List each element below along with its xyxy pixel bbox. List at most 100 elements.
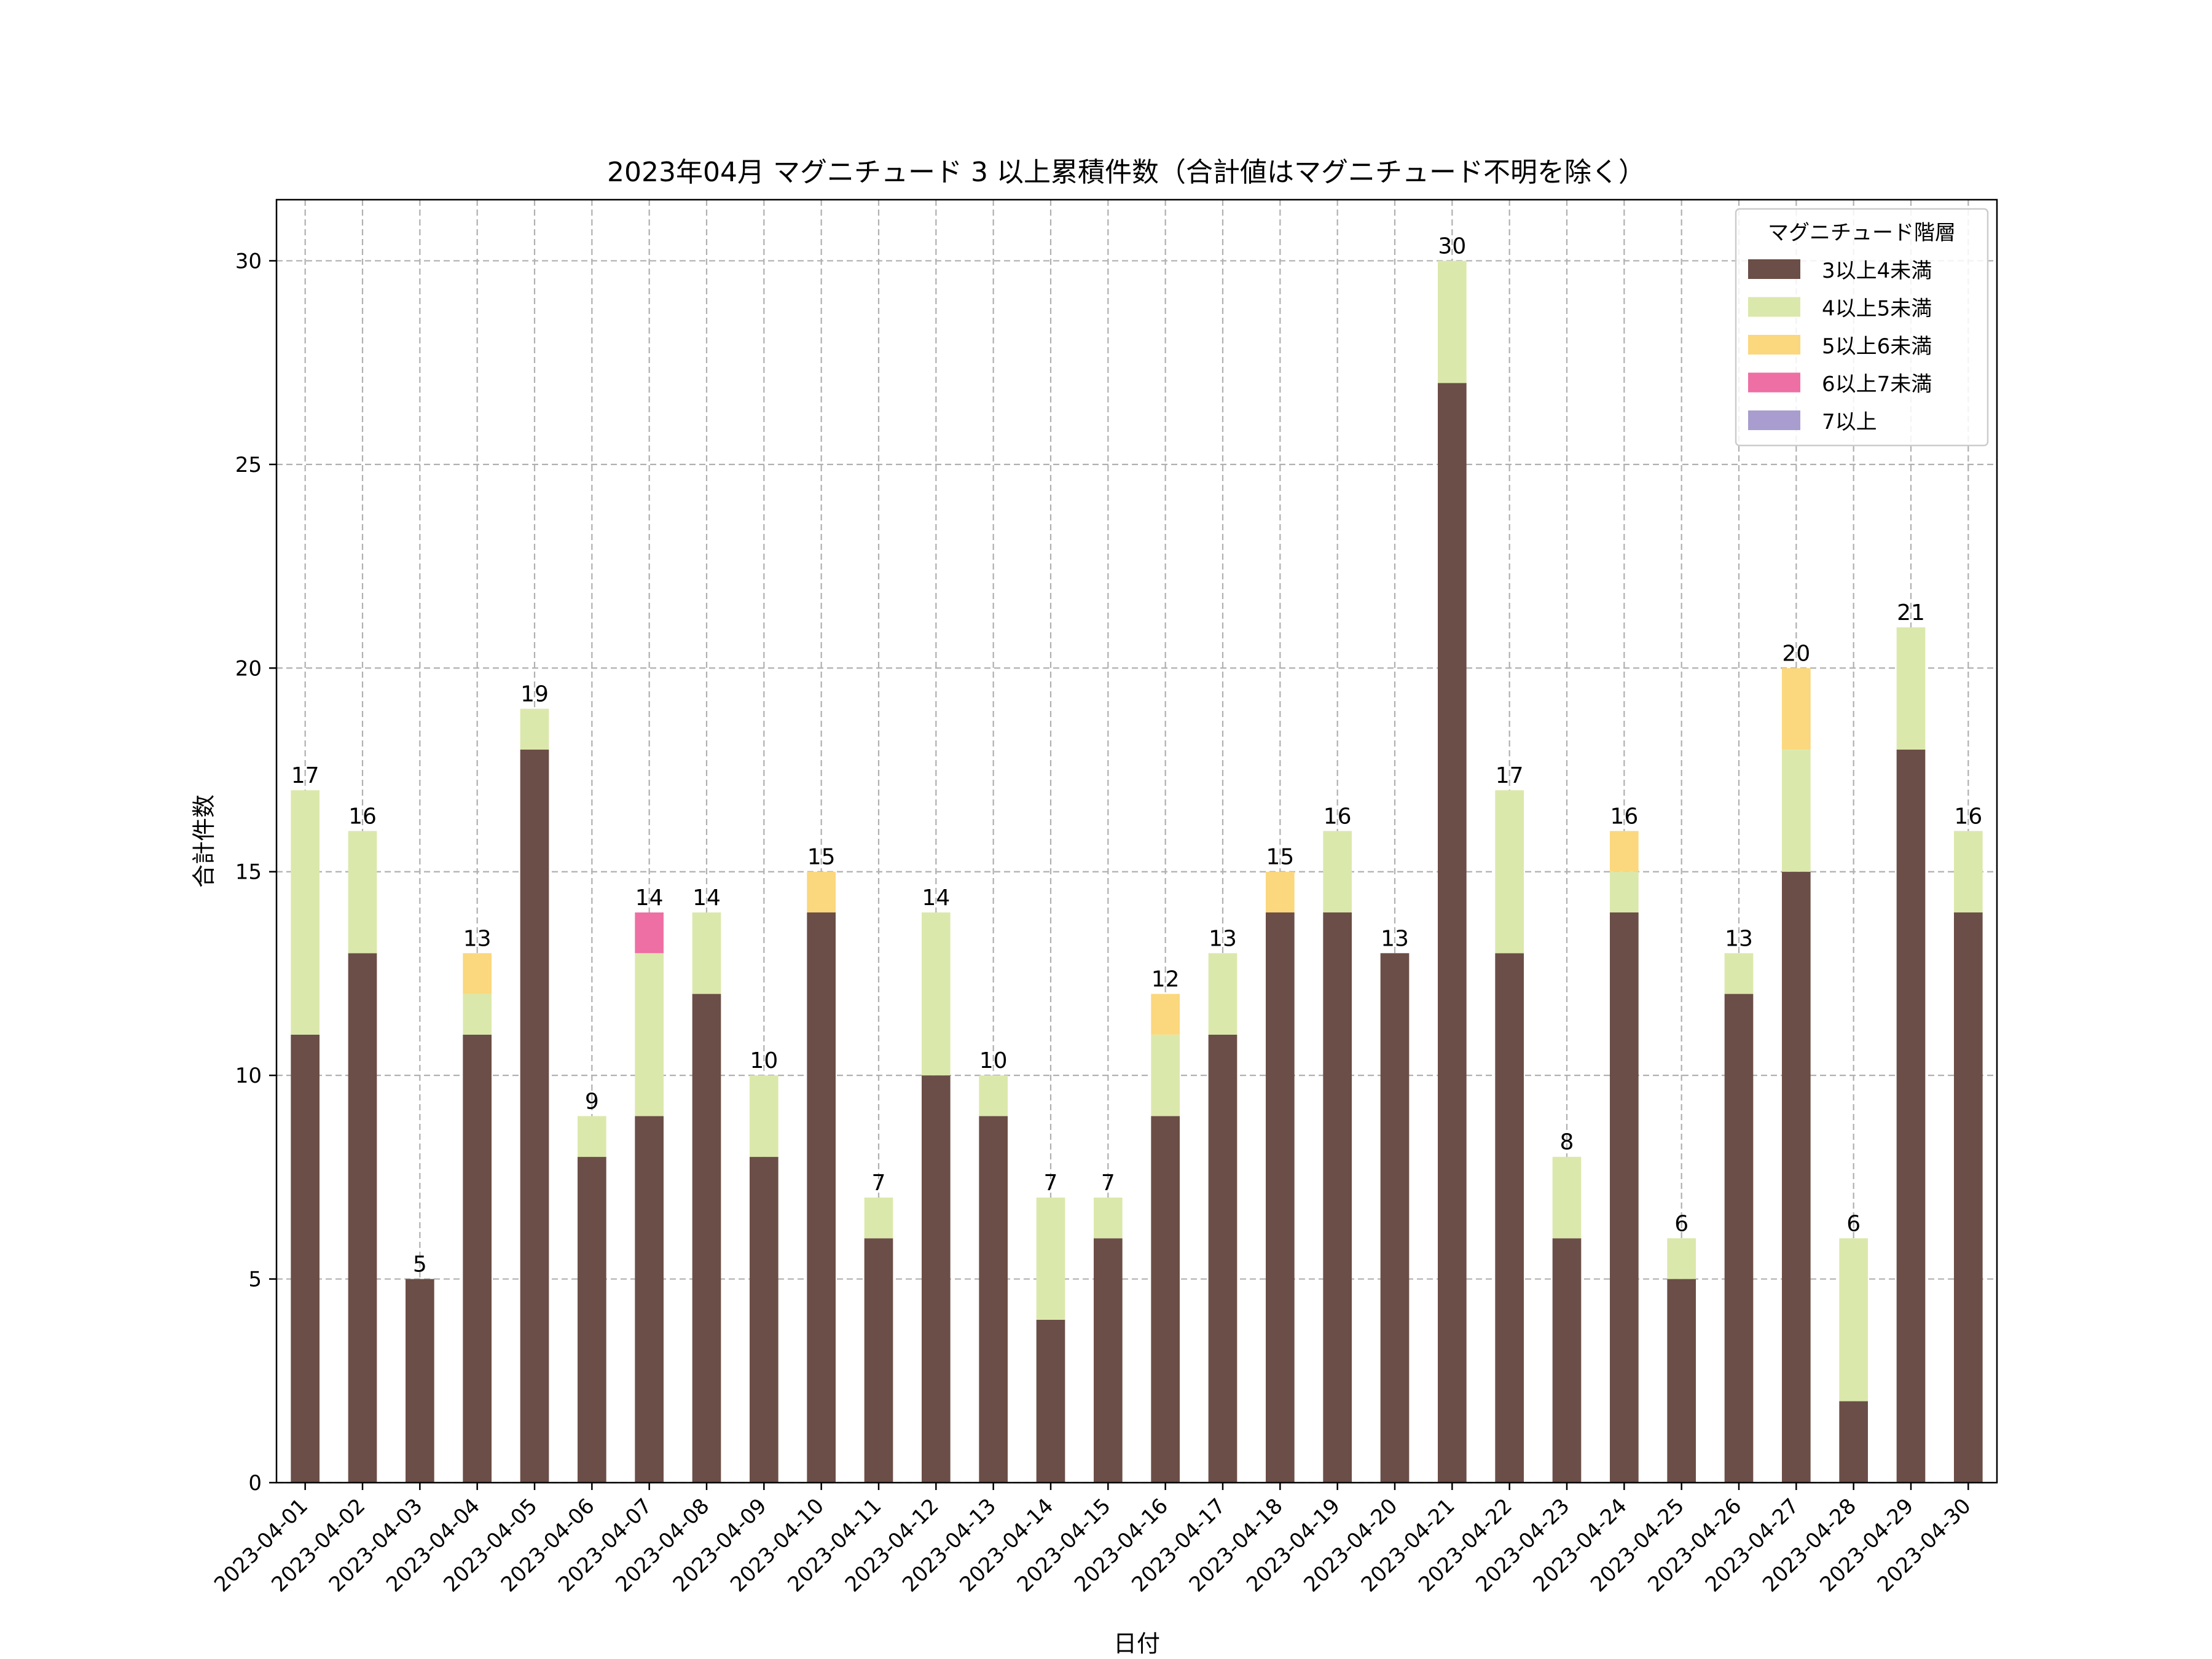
total-label: 5 bbox=[413, 1252, 427, 1277]
total-label: 17 bbox=[1496, 763, 1524, 788]
y-tick-label: 10 bbox=[235, 1064, 262, 1088]
bar-segment bbox=[922, 1075, 951, 1483]
total-label: 7 bbox=[1101, 1171, 1115, 1196]
bar-segment bbox=[1495, 790, 1524, 954]
total-label: 8 bbox=[1560, 1130, 1574, 1155]
total-label: 15 bbox=[807, 845, 836, 870]
bar-segment bbox=[922, 912, 951, 1076]
legend-swatch bbox=[1748, 372, 1800, 393]
bar-segment bbox=[635, 1116, 664, 1483]
bar-segment bbox=[635, 912, 664, 954]
bar-segment bbox=[692, 912, 721, 994]
y-tick-label: 20 bbox=[235, 656, 262, 681]
bar-segment bbox=[1208, 1034, 1237, 1483]
legend-label: 4以上5未満 bbox=[1822, 297, 1932, 321]
bar-segment bbox=[750, 1156, 779, 1483]
y-axis-label: 合計件数 bbox=[190, 794, 218, 888]
bar-segment bbox=[1896, 627, 1926, 750]
bar-segment bbox=[864, 1238, 893, 1483]
total-label: 17 bbox=[291, 763, 320, 788]
legend-label: 7以上 bbox=[1822, 410, 1877, 434]
y-tick-label: 5 bbox=[248, 1268, 262, 1292]
total-label: 20 bbox=[1782, 641, 1810, 666]
total-labels: 17 16 5 13 19 9 14 14 10 15 7 14 10 7 7 12 13 15 16 13 30 17 8… bbox=[291, 233, 1982, 1277]
bar-segment bbox=[1036, 1198, 1065, 1320]
total-label: 14 bbox=[635, 885, 664, 911]
bar-segment bbox=[1552, 1156, 1582, 1239]
bar-segment bbox=[1094, 1198, 1123, 1239]
total-label: 13 bbox=[463, 926, 492, 951]
bar-segment bbox=[750, 1075, 779, 1157]
bar-segment bbox=[1495, 953, 1524, 1483]
bar-segment bbox=[1610, 912, 1639, 1483]
bar-segment bbox=[1782, 668, 1811, 750]
x-axis-label: 日付 bbox=[1113, 1630, 1160, 1657]
legend-swatch bbox=[1748, 297, 1800, 317]
legend-label: 6以上7未満 bbox=[1822, 372, 1932, 397]
bar-segment bbox=[1552, 1238, 1582, 1483]
total-label: 10 bbox=[750, 1048, 778, 1073]
total-label: 12 bbox=[1151, 967, 1180, 992]
bars bbox=[291, 261, 1983, 1483]
bar-segment bbox=[1036, 1319, 1065, 1483]
total-label: 14 bbox=[692, 885, 721, 911]
bar-segment bbox=[463, 1034, 492, 1483]
total-label: 13 bbox=[1725, 926, 1753, 951]
bar-segment bbox=[1667, 1279, 1696, 1483]
bar-segment bbox=[1667, 1238, 1696, 1279]
total-label: 19 bbox=[520, 682, 549, 707]
bar-segment bbox=[1839, 1238, 1868, 1402]
bar-segment bbox=[1610, 831, 1639, 872]
total-label: 14 bbox=[922, 885, 950, 911]
bar-segment bbox=[1094, 1238, 1123, 1483]
y-tick-label: 0 bbox=[248, 1471, 262, 1496]
bar-segment bbox=[1438, 261, 1467, 383]
bar-segment bbox=[291, 1034, 320, 1483]
bar-segment bbox=[635, 953, 664, 1116]
bar-segment bbox=[1724, 953, 1754, 994]
bar-segment bbox=[578, 1156, 606, 1483]
bar-segment bbox=[1323, 912, 1352, 1483]
total-label: 16 bbox=[1954, 804, 1982, 829]
legend-swatch bbox=[1748, 335, 1800, 355]
y-tick-label: 30 bbox=[235, 249, 262, 273]
bar-segment bbox=[1610, 871, 1639, 912]
total-label: 6 bbox=[1674, 1211, 1688, 1236]
bar-segment bbox=[979, 1075, 1008, 1116]
total-label: 7 bbox=[1044, 1171, 1058, 1196]
bar-segment bbox=[1896, 749, 1926, 1483]
total-label: 7 bbox=[872, 1171, 886, 1196]
legend-swatch bbox=[1748, 259, 1800, 279]
total-label: 16 bbox=[348, 804, 377, 829]
bar-segment bbox=[1954, 912, 1983, 1483]
bar-segment bbox=[807, 912, 836, 1483]
bar-segment bbox=[578, 1116, 606, 1157]
legend-label: 3以上4未満 bbox=[1822, 259, 1932, 283]
bar-segment bbox=[1266, 871, 1295, 912]
bar-segment bbox=[463, 994, 492, 1035]
bar-segment bbox=[1438, 383, 1467, 1483]
bar-segment bbox=[1151, 1116, 1180, 1483]
chart-title: 2023年04月 マグニチュード 3 以上累積件数（合計値はマグニチュード不明を… bbox=[607, 157, 1645, 188]
total-label: 30 bbox=[1438, 233, 1466, 259]
total-label: 21 bbox=[1897, 600, 1925, 626]
y-tick-label: 25 bbox=[235, 453, 262, 477]
bar-segment bbox=[1151, 994, 1180, 1035]
bar-segment bbox=[1266, 912, 1295, 1483]
bar-segment bbox=[520, 749, 549, 1483]
legend: マグニチュード階層 3以上4未満 4以上5未満 5以上6未満 6以上7未満 7以上 bbox=[1735, 208, 1989, 447]
legend-items: 3以上4未満 4以上5未満 5以上6未満 6以上7未満 7以上 bbox=[1748, 259, 1932, 434]
bar-segment bbox=[1724, 994, 1754, 1483]
bar-segment bbox=[520, 708, 549, 750]
legend-swatch bbox=[1748, 410, 1800, 430]
total-label: 16 bbox=[1610, 804, 1638, 829]
total-label: 13 bbox=[1381, 926, 1409, 951]
total-label: 15 bbox=[1266, 845, 1294, 870]
bar-segment bbox=[1782, 749, 1811, 872]
total-label: 9 bbox=[585, 1089, 599, 1114]
bar-segment bbox=[692, 994, 721, 1483]
total-label: 10 bbox=[979, 1048, 1008, 1073]
bar-segment bbox=[1323, 831, 1352, 912]
total-label: 16 bbox=[1324, 804, 1352, 829]
